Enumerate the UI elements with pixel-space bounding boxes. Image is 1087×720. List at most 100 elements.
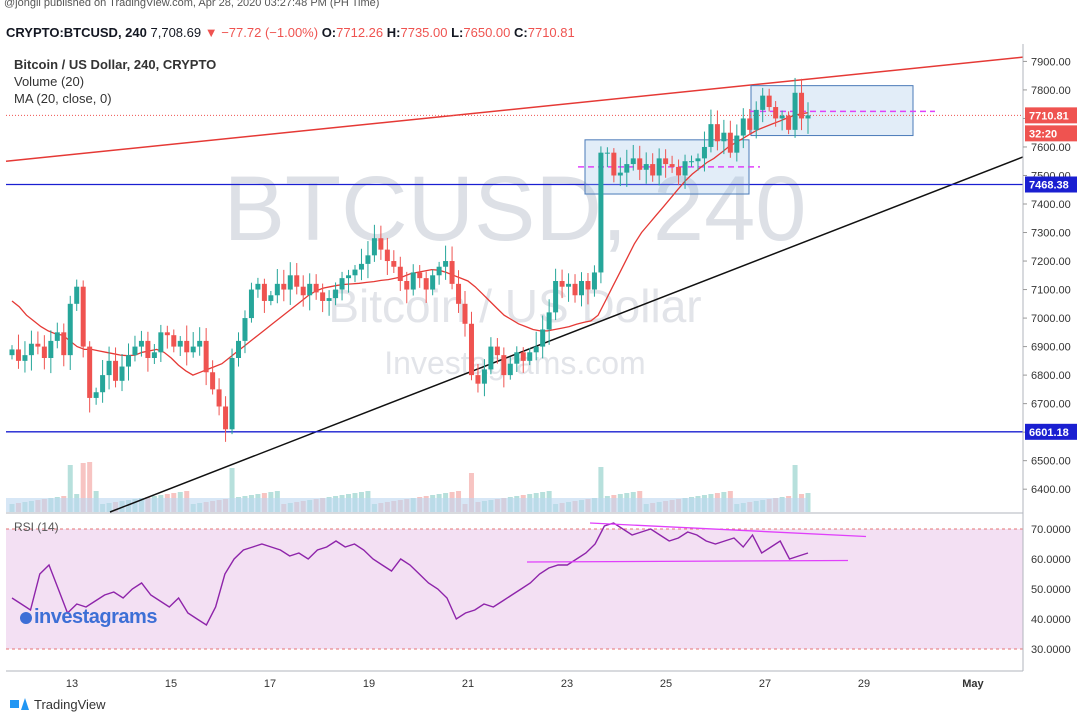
y-tick-label: 7900.00 bbox=[1031, 56, 1071, 68]
last-price: 7,708.69 bbox=[150, 25, 202, 40]
ticker-symbol[interactable]: CRYPTO:BTCUSD, 240 bbox=[6, 25, 147, 40]
candle-body bbox=[566, 283, 572, 287]
candle-body bbox=[210, 372, 216, 390]
tradingview-brand[interactable]: TradingView bbox=[34, 696, 106, 712]
candle-body bbox=[676, 166, 682, 176]
y-tick-label: 6900.00 bbox=[1031, 342, 1071, 354]
candle-body bbox=[643, 164, 649, 170]
high-label: H: bbox=[386, 25, 401, 40]
candle-body bbox=[727, 132, 733, 153]
candle-body bbox=[326, 298, 332, 301]
candle-body bbox=[48, 340, 54, 358]
legend-ma[interactable]: MA (20, close, 0) bbox=[14, 91, 112, 106]
candle-body bbox=[197, 340, 203, 347]
candle-body bbox=[410, 272, 416, 290]
candle-body bbox=[242, 318, 248, 341]
volume-bar bbox=[229, 468, 235, 512]
candle-body bbox=[378, 238, 384, 250]
rsi-tick-label: 50.0000 bbox=[1031, 584, 1071, 596]
volume-bar bbox=[468, 473, 474, 512]
volume-bar bbox=[87, 462, 93, 512]
legend-title[interactable]: Bitcoin / US Dollar, 240, CRYPTO bbox=[14, 57, 217, 72]
candle-body bbox=[630, 158, 636, 165]
candle-body bbox=[313, 283, 319, 293]
watermark-symbol: BTCUSD, 240 bbox=[224, 158, 807, 260]
candle-body bbox=[430, 275, 436, 290]
candle-body bbox=[637, 158, 643, 170]
rsi-label[interactable]: RSI (14) bbox=[14, 520, 59, 534]
candle-body bbox=[9, 349, 15, 356]
candle-body bbox=[255, 283, 261, 290]
candle-body bbox=[229, 358, 235, 430]
candle-body bbox=[203, 340, 209, 373]
candle-body bbox=[701, 146, 707, 159]
candle-body bbox=[404, 281, 410, 290]
x-tick-label: 23 bbox=[561, 678, 573, 690]
volume-bar bbox=[80, 463, 86, 512]
candle-body bbox=[617, 172, 623, 176]
rsi-tick-label: 70.0000 bbox=[1031, 524, 1071, 536]
candle-body bbox=[546, 312, 552, 330]
x-tick-label: 27 bbox=[759, 678, 771, 690]
candle-body bbox=[689, 161, 695, 163]
candle-body bbox=[760, 95, 766, 110]
candle-body bbox=[164, 332, 170, 336]
close-label: C: bbox=[514, 25, 528, 40]
investagrams-logo-icon bbox=[20, 611, 32, 624]
candle-body bbox=[320, 292, 326, 301]
candle-body bbox=[611, 152, 617, 176]
candle-body bbox=[268, 295, 274, 301]
candle-body bbox=[604, 152, 610, 154]
candle-body bbox=[333, 289, 339, 299]
legend-volume[interactable]: Volume (20) bbox=[14, 74, 85, 89]
candle-body bbox=[779, 115, 785, 119]
y-tick-label: 6500.00 bbox=[1031, 456, 1071, 468]
candle-body bbox=[28, 343, 34, 356]
rsi-tick-label: 30.0000 bbox=[1031, 644, 1071, 656]
candle-body bbox=[346, 275, 352, 279]
rsi-resistance-line[interactable] bbox=[589, 522, 867, 538]
candle-body bbox=[708, 124, 714, 147]
candle-body bbox=[358, 263, 364, 270]
candle-body bbox=[236, 340, 242, 358]
rsi-tick-label: 40.0000 bbox=[1031, 614, 1071, 626]
candle-body bbox=[138, 340, 144, 347]
level-high-tag: 7468.38 bbox=[1029, 179, 1069, 191]
ticker-line: CRYPTO:BTCUSD, 240 7,708.69 ▼ −77.72 (−1… bbox=[0, 22, 1087, 44]
published-line: @jongii published on TradingView.com, Ap… bbox=[4, 0, 380, 9]
candles bbox=[9, 77, 811, 442]
candle-body bbox=[151, 352, 157, 358]
y-tick-label: 7100.00 bbox=[1031, 285, 1071, 297]
candle-body bbox=[216, 389, 222, 407]
price-chart[interactable]: BTCUSD, 240 Bitcoin / US Dollar Investag… bbox=[0, 44, 1087, 692]
y-tick-label: 7400.00 bbox=[1031, 199, 1071, 211]
candle-body bbox=[669, 164, 675, 167]
support-trendline[interactable] bbox=[109, 156, 1024, 513]
rsi-support-line[interactable] bbox=[526, 559, 849, 563]
tradingview-logo-icon bbox=[10, 698, 29, 710]
resistance-trendline[interactable] bbox=[5, 56, 1024, 162]
volume-bar bbox=[598, 467, 604, 512]
candle-body bbox=[598, 152, 604, 273]
candle-body bbox=[766, 95, 772, 108]
y-tick-label: 7300.00 bbox=[1031, 228, 1071, 240]
candle-body bbox=[352, 269, 358, 276]
x-tick-label: 17 bbox=[264, 678, 276, 690]
candle-body bbox=[443, 261, 449, 267]
last-price-tag-bg bbox=[1025, 107, 1077, 124]
rsi-line bbox=[11, 522, 867, 627]
candle-body bbox=[397, 266, 403, 281]
countdown-tag: 32:20 bbox=[1029, 128, 1057, 140]
candle-body bbox=[74, 286, 80, 304]
price-change: ▼ −77.72 (−1.00%) bbox=[204, 25, 319, 40]
candle-body bbox=[132, 346, 138, 356]
x-tick-label: 21 bbox=[462, 678, 474, 690]
candle-body bbox=[190, 346, 196, 353]
close-value: 7710.81 bbox=[527, 25, 575, 40]
candle-body bbox=[294, 275, 300, 287]
volume-ma-area bbox=[6, 498, 808, 512]
y-tick-label: 7200.00 bbox=[1031, 256, 1071, 268]
candle-body bbox=[663, 158, 669, 165]
candle-body bbox=[339, 278, 345, 290]
price-labels: 7710.81 32:20 7468.38 6601.18 bbox=[1025, 107, 1077, 440]
